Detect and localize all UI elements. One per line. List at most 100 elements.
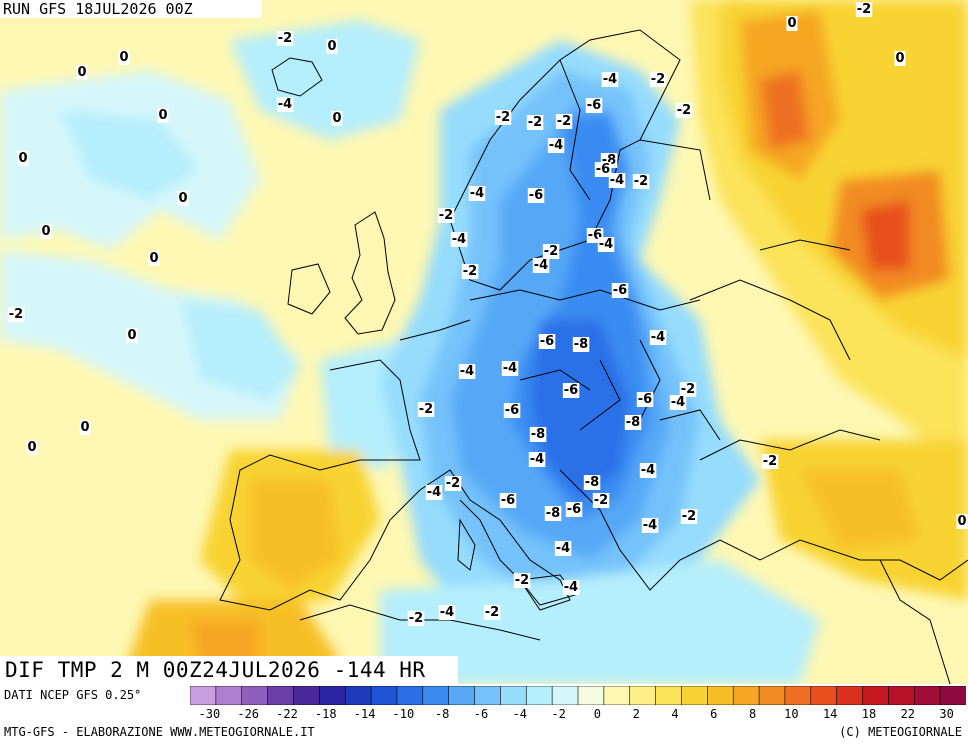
anomaly-value-label: 0: [157, 108, 169, 123]
run-title: RUN GFS 18JUL2026 00Z: [0, 0, 262, 18]
color-scale-swatch: [784, 686, 812, 705]
svg-text:-2: -2: [463, 264, 477, 279]
credit-right: (C) METEOGIORNALE: [839, 725, 962, 739]
color-scale-tick-label: -4: [512, 707, 528, 721]
anomaly-value-label: 0: [148, 251, 160, 266]
color-scale-swatch: [344, 686, 372, 705]
anomaly-value-label: 0: [126, 328, 138, 343]
color-scale-tick-label: 30: [939, 707, 954, 721]
color-scale-swatch: [525, 686, 553, 705]
svg-text:-6: -6: [540, 334, 554, 349]
svg-text:-6: -6: [587, 98, 601, 113]
svg-text:-4: -4: [643, 518, 657, 533]
temperature-anomaly-map: -2 0 0 0 -4 0 0 0 0 0 0 -2 0 0 0 0 -2 0 -4 -2 -6 -2 -2 -2 -2 -4 -8…: [0, 0, 968, 684]
svg-text:0: 0: [18, 151, 27, 166]
svg-text:0: 0: [149, 251, 158, 266]
color-scale-swatch: [810, 686, 838, 705]
svg-text:-4: -4: [549, 138, 563, 153]
color-scale-tick-label: 10: [784, 707, 799, 721]
svg-text:-4: -4: [641, 463, 655, 478]
anomaly-value-label: 0: [17, 151, 29, 166]
svg-text:-8: -8: [626, 415, 640, 430]
svg-text:-6: -6: [501, 493, 515, 508]
coastlines: [219, 29, 968, 684]
anomaly-value-label: -2: [483, 605, 501, 620]
anomaly-value-label: -4: [562, 580, 580, 595]
svg-text:-2: -2: [496, 110, 510, 125]
svg-text:-4: -4: [440, 605, 454, 620]
anomaly-value-label: -4: [554, 541, 572, 556]
color-scale-tick-label: 6: [710, 707, 718, 721]
anomaly-value-label: -6: [594, 162, 612, 177]
color-scale-tick-label: -2: [551, 707, 566, 721]
anomaly-value-label: -2: [513, 573, 531, 588]
svg-text:0: 0: [327, 39, 336, 54]
anomaly-value-label: -4: [450, 232, 468, 247]
svg-text:0: 0: [158, 108, 167, 123]
field-title: DIF TMP 2 M 00Z24JUL2026 -144 HR: [0, 656, 458, 684]
svg-text:-2: -2: [446, 476, 460, 491]
color-scale-swatch: [681, 686, 708, 705]
anomaly-value-label: -6: [611, 283, 629, 298]
color-scale-swatch: [888, 686, 915, 705]
color-scale-swatch: [655, 686, 683, 705]
svg-text:-2: -2: [409, 611, 423, 626]
anomaly-value-label: -2: [555, 114, 573, 129]
svg-text:-6: -6: [596, 162, 610, 177]
color-scale-swatch: [474, 686, 501, 705]
anomaly-value-label: -2: [276, 31, 294, 46]
color-scale-swatch: [241, 686, 269, 705]
svg-text:-4: -4: [460, 364, 474, 379]
anomaly-value-label: -4: [641, 518, 659, 533]
color-scale-swatch: [293, 686, 320, 705]
svg-text:-6: -6: [505, 403, 519, 418]
anomaly-value-label: -8: [572, 337, 590, 352]
anomaly-value-label: -6: [503, 403, 521, 418]
svg-text:0: 0: [895, 51, 904, 66]
anomaly-value-label: 0: [786, 16, 798, 31]
svg-text:0: 0: [80, 420, 89, 435]
anomaly-value-label: -2: [7, 307, 25, 322]
anomaly-value-label: -2: [417, 402, 435, 417]
color-scale-tick-label: -8: [434, 707, 450, 721]
color-scale-swatch: [939, 686, 966, 705]
svg-text:-4: -4: [530, 452, 544, 467]
anomaly-value-label: -4: [608, 173, 626, 188]
svg-text:-2: -2: [594, 493, 608, 508]
color-scale-tick-label: 18: [861, 707, 877, 721]
svg-text:-4: -4: [599, 237, 613, 252]
color-scale-swatch: [862, 686, 890, 705]
anomaly-value-label: -2: [649, 72, 667, 87]
anomaly-value-label: 0: [118, 50, 130, 65]
svg-text:0: 0: [127, 328, 136, 343]
svg-text:-4: -4: [278, 97, 292, 112]
svg-text:-2: -2: [9, 307, 23, 322]
svg-text:-4: -4: [534, 258, 548, 273]
svg-text:-6: -6: [567, 502, 581, 517]
svg-text:0: 0: [178, 191, 187, 206]
svg-text:-2: -2: [278, 31, 292, 46]
svg-text:-6: -6: [613, 283, 627, 298]
anomaly-value-label: -4: [639, 463, 657, 478]
color-scale-swatch: [603, 686, 631, 705]
svg-text:0: 0: [41, 224, 50, 239]
anomaly-value-label: -2: [632, 174, 650, 189]
svg-text:0: 0: [119, 50, 128, 65]
anomaly-value-label: -2: [761, 454, 779, 469]
data-source-label: DATI NCEP GFS 0.25°: [4, 688, 142, 702]
anomaly-value-label: -2: [592, 493, 610, 508]
svg-text:0: 0: [332, 111, 341, 126]
color-scale-labels: -30 -26 -22 -18 -14 -10 -8 -6 -4 -2 0 2 4 6 8 10 14 18 22 3…: [190, 707, 966, 723]
anomaly-value-label: -4: [438, 605, 456, 620]
color-scale-swatch: [370, 686, 398, 705]
anomaly-value-label: -6: [562, 383, 580, 398]
anomaly-value-label: -4: [597, 237, 615, 252]
svg-text:-4: -4: [556, 541, 570, 556]
color-scale-tick-label: -26: [237, 707, 260, 721]
anomaly-value-label: -2: [675, 103, 693, 118]
color-scale-tick-label: -6: [473, 707, 489, 721]
anomaly-value-label: -6: [565, 502, 583, 517]
color-scale-swatch: [396, 686, 424, 705]
color-scale-tick-label: 8: [748, 707, 757, 721]
